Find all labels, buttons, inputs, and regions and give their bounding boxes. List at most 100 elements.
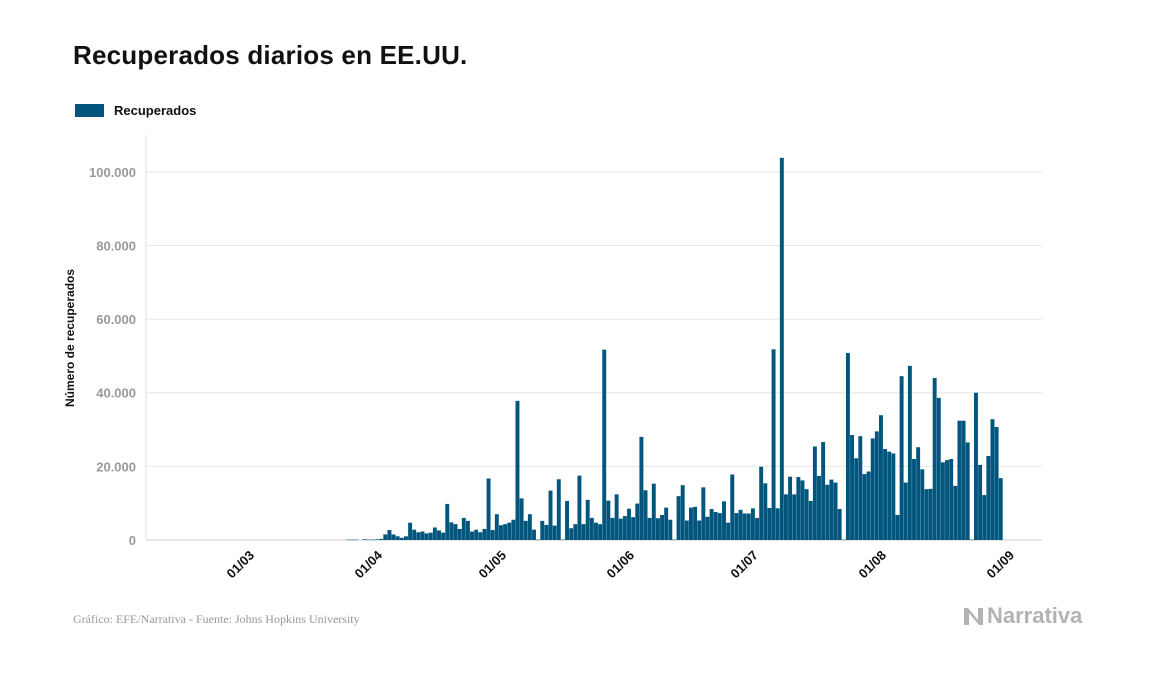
bar [627, 508, 631, 540]
bar [428, 532, 433, 540]
bar [717, 513, 722, 540]
x-tick-label: 01/07 [727, 548, 761, 582]
bar [511, 519, 516, 540]
bar [569, 528, 574, 540]
bar [837, 509, 842, 540]
bar [734, 513, 739, 540]
bar [457, 528, 462, 540]
bar [655, 518, 660, 540]
bar [676, 496, 681, 540]
bar [515, 400, 520, 540]
bar [800, 480, 805, 540]
bar [808, 500, 813, 540]
bar [796, 477, 801, 540]
bar [961, 420, 966, 540]
bar [825, 484, 830, 540]
bar [862, 474, 867, 540]
y-tick-label: 40.000 [96, 386, 136, 401]
bar [478, 532, 483, 540]
bar [945, 460, 950, 540]
bar [936, 397, 941, 540]
bar [973, 392, 978, 540]
bar [763, 483, 768, 540]
bar [965, 442, 970, 540]
bar [441, 532, 446, 540]
bar [932, 378, 937, 540]
bar [560, 539, 565, 541]
bar [767, 507, 772, 540]
bar [878, 415, 883, 540]
bar [821, 442, 826, 540]
bar [969, 539, 974, 541]
bar [598, 524, 603, 540]
legend-label-recuperados: Recuperados [114, 103, 197, 118]
bar [953, 485, 958, 540]
bar [631, 517, 636, 540]
bar [573, 524, 578, 540]
bar [519, 498, 524, 540]
bar [453, 524, 458, 540]
bar [585, 499, 590, 540]
bar [618, 518, 623, 540]
bar [755, 517, 760, 540]
bar [746, 513, 751, 540]
y-tick-label: 0 [129, 533, 136, 548]
x-tick-label: 01/03 [224, 548, 258, 582]
bar [792, 494, 797, 540]
bar [437, 530, 441, 540]
bar [651, 483, 656, 540]
bar [891, 453, 896, 540]
bar [899, 376, 904, 540]
y-tick-label: 100.000 [89, 165, 136, 180]
bar [403, 536, 408, 540]
bar [391, 534, 396, 540]
bar [523, 520, 528, 540]
bar [874, 431, 879, 540]
bar [850, 435, 855, 540]
bar [412, 529, 417, 540]
bar [940, 462, 945, 540]
y-tick-label: 20.000 [96, 459, 136, 474]
bar [346, 539, 351, 541]
bar [375, 539, 380, 540]
narrativa-logo-icon [964, 608, 983, 625]
bar [887, 451, 892, 540]
bar [470, 531, 475, 540]
bar [532, 529, 536, 540]
legend: Recuperados [75, 103, 196, 118]
bar [536, 539, 541, 541]
bar [432, 527, 437, 540]
bar [978, 464, 983, 540]
bar [416, 532, 421, 540]
x-tick-label: 01/08 [855, 548, 889, 582]
bar [788, 476, 793, 540]
bar [664, 507, 669, 540]
bar [693, 506, 698, 540]
chart-title: Recuperados diarios en EE.UU. [73, 40, 468, 70]
brand-name: Narrativa [987, 603, 1083, 628]
bar [581, 524, 586, 540]
bar [829, 479, 834, 540]
bar [845, 352, 850, 540]
bar [445, 503, 450, 540]
bar [697, 520, 702, 540]
bar [540, 520, 545, 540]
bar [660, 514, 665, 540]
bar [490, 530, 495, 540]
bar [527, 514, 532, 540]
bar [362, 539, 367, 540]
bar [771, 349, 776, 540]
bar [548, 490, 553, 540]
bar [903, 482, 908, 540]
bar [474, 529, 479, 540]
bar [775, 508, 780, 540]
bar [994, 426, 999, 540]
bar [705, 516, 710, 540]
bar [742, 513, 747, 540]
bar [783, 494, 788, 540]
bar [602, 349, 607, 540]
bar [614, 494, 619, 540]
bar [672, 539, 677, 541]
bar [726, 522, 731, 540]
bar [924, 489, 929, 540]
